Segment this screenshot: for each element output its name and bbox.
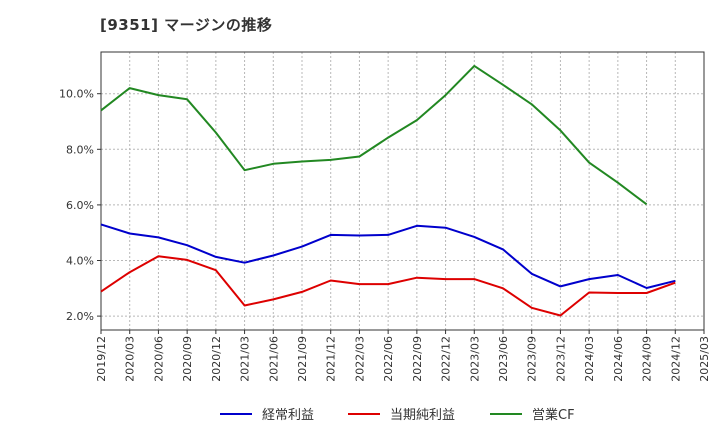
x-tick-label: 2023/06 [497, 336, 510, 382]
series-line [100, 64, 648, 206]
x-tick-label: 2024/12 [669, 336, 682, 382]
y-axis-ticks: 2.0% 4.0% 6.0% 8.0% 10.0% [59, 88, 101, 323]
y-tick-label: 10.0% [59, 88, 94, 101]
x-tick-label: 2019/12 [95, 336, 108, 382]
legend-item: 経常利益 [220, 408, 314, 423]
x-tick-label: 2021/06 [267, 336, 280, 382]
x-tick-label: 2023/12 [554, 336, 567, 382]
series-2 [100, 64, 648, 206]
chart-title: [9351] マージンの推移 [100, 16, 273, 34]
x-tick-label: 2024/09 [641, 336, 654, 382]
x-tick-label: 2024/03 [583, 336, 596, 382]
y-tick-label: 4.0% [66, 255, 94, 268]
x-tick-label: 2020/09 [181, 336, 194, 382]
y-tick-label: 2.0% [66, 310, 94, 323]
y-tick-label: 6.0% [66, 199, 94, 212]
x-tick-label: 2020/12 [210, 336, 223, 382]
x-tick-label: 2023/03 [468, 336, 481, 382]
legend-item: 営業CF [490, 407, 575, 423]
x-tick-label: 2021/03 [239, 336, 252, 382]
grid-layer [101, 52, 704, 330]
legend-label: 当期純利益 [390, 408, 455, 423]
x-tick-label: 2022/03 [353, 336, 366, 382]
series-layer [100, 64, 676, 317]
x-tick-label: 2022/09 [411, 336, 424, 382]
x-tick-label: 2024/06 [612, 336, 625, 382]
legend-label: 経常利益 [262, 408, 314, 423]
legend-label: 営業CF [532, 407, 575, 423]
x-tick-label: 2022/12 [440, 336, 453, 382]
x-tick-label: 2025/03 [698, 336, 711, 382]
y-tick-label: 8.0% [66, 143, 94, 156]
x-tick-label: 2020/03 [124, 336, 137, 382]
x-tick-label: 2023/09 [526, 336, 539, 382]
series-line [100, 223, 676, 289]
x-tick-label: 2022/06 [382, 336, 395, 382]
legend: 経常利益 当期純利益 営業CF [220, 407, 575, 423]
plot-frame [100, 51, 705, 331]
series-line [100, 255, 676, 317]
series-1 [100, 255, 676, 317]
series-0 [100, 223, 676, 289]
x-tick-label: 2021/12 [325, 336, 338, 382]
x-tick-label: 2020/06 [152, 336, 165, 382]
x-axis-ticks: 2019/12 2020/03 2020/06 2020/09 2020/12 2021/… [95, 330, 711, 382]
x-tick-label: 2021/09 [296, 336, 309, 382]
legend-item: 当期純利益 [348, 408, 455, 423]
